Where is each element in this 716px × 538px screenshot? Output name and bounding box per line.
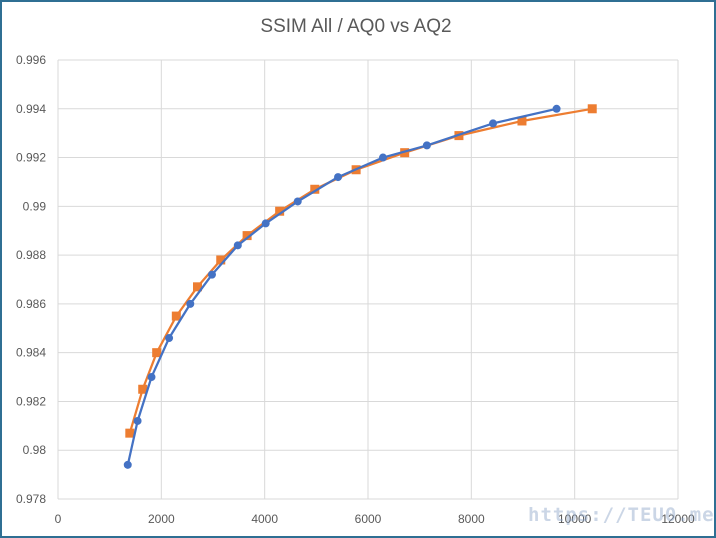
- data-point-circle: [261, 219, 270, 228]
- data-point-circle: [133, 416, 142, 425]
- y-tick-label: 0.984: [16, 346, 46, 360]
- data-series: [123, 104, 597, 469]
- y-axis-tick-labels: 0.978 0.98 0.982 0.984 0.986 0.988 0.99 0.992 0.…: [16, 53, 46, 506]
- data-point-square: [152, 348, 162, 358]
- data-point-square: [125, 428, 135, 438]
- y-tick-label: 0.994: [16, 102, 46, 116]
- chart-title: SSIM All / AQ0 vs AQ2: [260, 16, 452, 37]
- data-point-square: [242, 231, 252, 241]
- gridlines: [57, 59, 679, 500]
- data-point-square: [171, 311, 181, 321]
- data-point-square: [587, 104, 597, 114]
- data-point-square: [310, 184, 320, 194]
- series-line: [126, 107, 557, 466]
- data-point-circle: [552, 104, 561, 113]
- data-point-circle: [147, 373, 156, 382]
- data-point-square: [138, 384, 148, 394]
- y-tick-label: 0.98: [23, 443, 47, 457]
- x-axis-tick-labels: 0 2000 4000 6000 8000 10000 12000: [55, 512, 695, 526]
- y-tick-label: 0.988: [16, 248, 46, 262]
- x-tick-label: 2000: [148, 512, 175, 526]
- data-point-circle: [334, 173, 343, 182]
- data-point-circle: [489, 119, 498, 128]
- data-point-circle: [422, 141, 431, 150]
- y-tick-label: 0.978: [16, 492, 46, 506]
- data-point-circle: [378, 153, 387, 162]
- data-point-square: [193, 282, 202, 292]
- x-tick-label: 8000: [458, 512, 485, 526]
- data-point-circle: [165, 334, 174, 343]
- watermark-text: https://TEU0.me: [528, 504, 715, 526]
- y-tick-label: 0.996: [16, 53, 46, 67]
- y-tick-label: 0.986: [16, 297, 46, 311]
- data-point-square: [275, 206, 285, 216]
- data-point-circle: [207, 270, 216, 279]
- data-point-circle: [123, 460, 132, 469]
- data-point-square: [517, 116, 527, 126]
- data-point-circle: [293, 197, 302, 206]
- x-tick-label: 0: [55, 512, 62, 526]
- series-2: [125, 104, 597, 438]
- data-point-square: [216, 255, 226, 265]
- data-point-circle: [233, 241, 242, 250]
- y-tick-label: 0.992: [16, 151, 46, 165]
- x-tick-label: 4000: [251, 512, 278, 526]
- series-1: [123, 104, 561, 469]
- x-tick-label: 6000: [355, 512, 382, 526]
- y-tick-label: 0.982: [16, 394, 46, 408]
- x-tick-label: 10000: [558, 512, 592, 526]
- data-point-circle: [186, 299, 195, 308]
- y-tick-label: 0.99: [23, 199, 47, 213]
- x-tick-label: 12000: [661, 512, 695, 526]
